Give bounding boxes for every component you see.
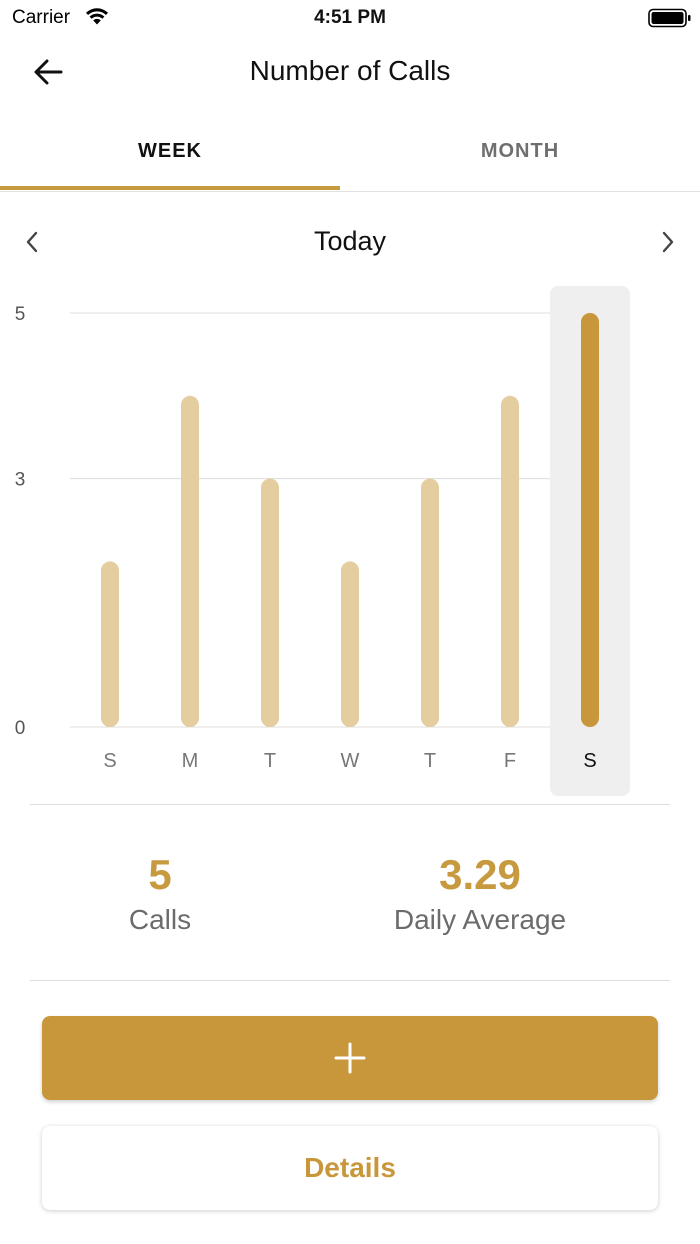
x-tick-label: T [424, 750, 436, 772]
x-tick-label: T [264, 750, 276, 772]
next-period-button[interactable] [652, 224, 684, 260]
daily-average-stat: 3.29 Daily Average [305, 850, 655, 940]
daily-average-label: Daily Average [393, 904, 567, 935]
tab-selected-indicator [0, 186, 340, 190]
tab-month[interactable]: MONTH [480, 139, 560, 162]
previous-period-button[interactable] [16, 224, 48, 260]
calls-value: 5 [148, 851, 172, 898]
chevron-right-icon [662, 231, 674, 253]
tab-bar: WEEK MONTH [0, 110, 700, 192]
x-tick-label: F [504, 750, 516, 772]
x-tick-label: S [103, 750, 116, 772]
back-button[interactable] [26, 52, 70, 92]
plus-icon [334, 1042, 366, 1074]
battery-icon [648, 8, 691, 28]
calls-stat: 5 Calls [0, 850, 335, 940]
y-tick-label: 5 [15, 304, 26, 325]
x-tick-label: M [182, 750, 199, 772]
stats-divider [30, 980, 670, 981]
calls-label: Calls [128, 904, 192, 935]
chevron-left-icon [26, 231, 38, 253]
period-label: Today [313, 226, 387, 256]
add-call-button[interactable] [42, 1016, 658, 1100]
daily-average-value: 3.29 [439, 851, 521, 898]
carrier-label: Carrier [12, 7, 71, 28]
x-tick-label: W [341, 750, 360, 772]
chart-canvas: 0 3 5 S M T W T F S [15, 286, 630, 796]
details-button[interactable]: Details [42, 1126, 658, 1210]
tab-week[interactable]: WEEK [138, 139, 202, 162]
y-tick-label: 3 [15, 470, 26, 491]
arrow-left-icon [34, 59, 63, 85]
chart-divider [30, 804, 670, 805]
wifi-icon [86, 8, 108, 25]
x-tick-label: S [583, 750, 596, 772]
page-title: Number of Calls [249, 55, 451, 86]
status-time: 4:51 PM [314, 7, 386, 28]
calls-bar-chart: 0 3 5 S M T W T F S [0, 280, 700, 810]
status-bar: Carrier 4:51 PM [0, 0, 700, 36]
y-tick-label: 0 [15, 718, 26, 739]
